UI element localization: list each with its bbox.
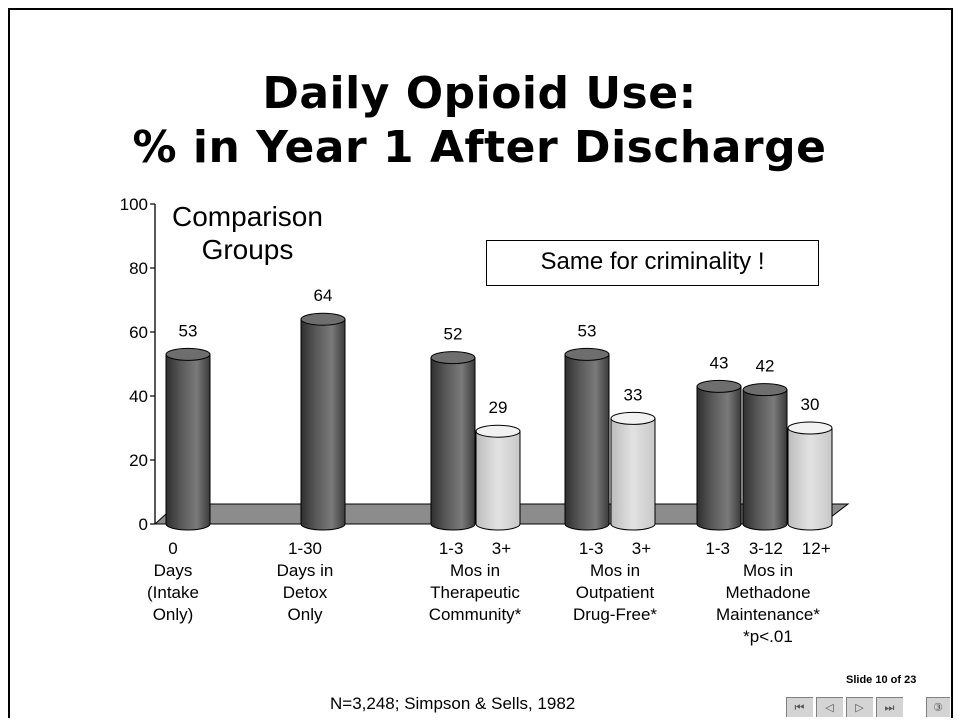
bar-body: [564, 353, 610, 531]
data-label: 43: [710, 353, 729, 372]
bar-body: [787, 427, 833, 531]
bar-body: [430, 357, 476, 531]
data-label: 42: [756, 357, 775, 376]
bar-label: 1-3: [705, 539, 730, 558]
bar-label: 3+: [491, 539, 512, 558]
bar-label: 1-3: [578, 539, 604, 558]
data-label: 53: [179, 321, 198, 340]
slide-title-line1: Daily Opioid Use:: [262, 68, 697, 119]
data-label: 29: [489, 398, 508, 417]
bar-cap: [300, 312, 346, 326]
bar-body: [696, 385, 742, 531]
bar-cap: [787, 421, 833, 435]
category-label-methadone: 1-3 3-12 12+ Mos in Methadone Maintenanc…: [688, 538, 848, 648]
bar-cap: [430, 351, 476, 365]
slide-number: Slide 10 of 23: [846, 674, 917, 686]
bar-2: [430, 351, 476, 531]
slide-title-line2: % in Year 1 After Discharge: [132, 122, 827, 173]
category-label-outpatient: 1-3 3+ Mos in Outpatient Drug-Free*: [572, 539, 658, 624]
bar-cap: [564, 347, 610, 361]
bar-1: [300, 312, 346, 531]
bar-label: 0: [168, 539, 178, 558]
bar-5: [610, 411, 656, 531]
bar-cap: [610, 411, 656, 425]
data-label: 30: [801, 395, 820, 414]
bar-cap: [165, 347, 211, 361]
bar-cap: [696, 379, 742, 393]
y-tick-label: 40: [129, 387, 148, 406]
slide-menu-icon[interactable]: ③: [925, 696, 951, 718]
bar-body: [742, 389, 788, 531]
y-tick-label: 0: [139, 515, 148, 534]
comparison-groups-label: Comparison Groups: [172, 201, 323, 265]
footer-citation: N=3,248; Simpson & Sells, 1982: [330, 694, 576, 713]
y-tick-label: 80: [129, 259, 148, 278]
category-label-intake: 0 Days (Intake Only): [140, 538, 206, 626]
bar-7: [742, 383, 788, 531]
y-tick-label: 60: [129, 323, 148, 342]
bar-6: [696, 379, 742, 531]
bar-cap: [475, 424, 521, 438]
bar-label: 3+: [631, 539, 652, 558]
data-label: 64: [314, 286, 333, 305]
bar-body: [610, 417, 656, 531]
bar-label: 3-12: [748, 539, 783, 558]
slide-frame: [8, 8, 953, 718]
category-label-detox: 1-30 Days in Detox Only: [265, 538, 345, 626]
bar-label: 1-30: [287, 539, 323, 558]
previous-slide-button[interactable]: ◁: [815, 696, 844, 718]
criminality-callout: Same for criminality !: [486, 240, 819, 286]
data-label: 53: [578, 321, 597, 340]
first-slide-button[interactable]: ⏮: [785, 696, 814, 718]
data-label: 33: [624, 385, 643, 404]
bar-0: [165, 347, 211, 531]
y-tick-label: 100: [120, 195, 148, 214]
bar-body: [300, 318, 346, 531]
bar-label: 12+: [801, 539, 831, 558]
significance-note: *p<.01: [743, 627, 793, 646]
bar-label: 1-3: [438, 539, 464, 558]
bar-body: [475, 430, 521, 531]
y-tick-label: 20: [129, 451, 148, 470]
bar-4: [564, 347, 610, 531]
next-slide-button[interactable]: ▷: [845, 696, 874, 718]
bar-3: [475, 424, 521, 531]
category-label-therapeutic: 1-3 3+ Mos in Therapeutic Community*: [428, 539, 522, 624]
data-label: 52: [444, 325, 463, 344]
bar-body: [165, 353, 211, 531]
last-slide-button[interactable]: ⏭: [875, 696, 904, 718]
bar-cap: [742, 383, 788, 397]
bar-8: [787, 421, 833, 531]
